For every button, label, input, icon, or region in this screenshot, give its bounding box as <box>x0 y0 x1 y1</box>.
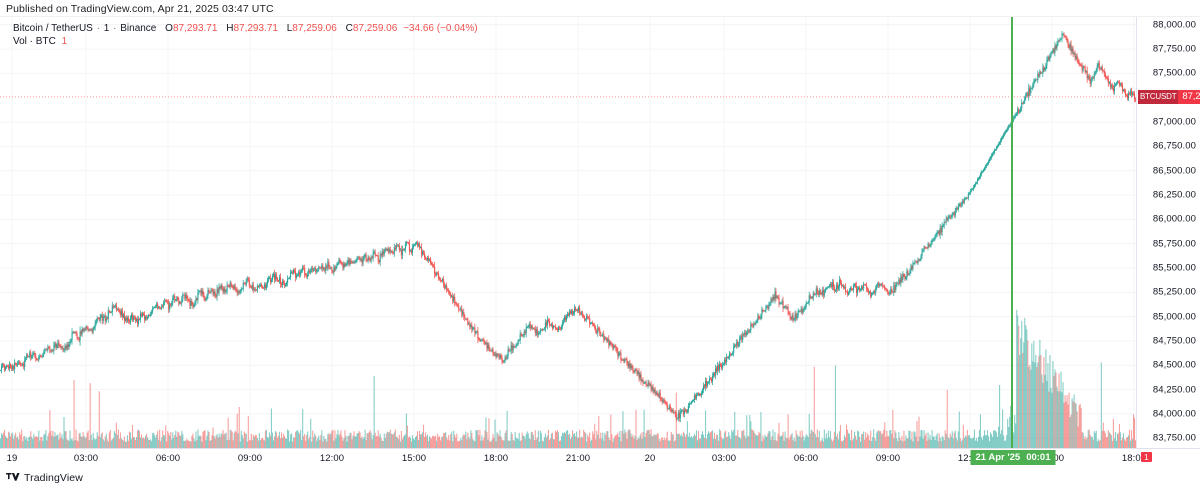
footer-bar: TradingView <box>0 468 1200 489</box>
chart-plot-area[interactable] <box>0 17 1136 448</box>
time-tick-label: 15:00 <box>401 453 427 464</box>
price-tick-label: 85,750.00 <box>1152 238 1196 250</box>
price-tick-label: 84,250.00 <box>1152 384 1196 396</box>
price-tick-label: 85,000.00 <box>1152 311 1196 323</box>
price-badge-value: 87,259.06 <box>1178 89 1200 104</box>
price-axis[interactable]: 88,000.00 87,750.00 87,500.00 87,000.00 86,7… <box>1136 17 1200 462</box>
price-tick-label: 86,750.00 <box>1152 140 1196 152</box>
volume-value-badge: 1 <box>1141 452 1152 462</box>
chart-legend: Bitcoin / TetherUS · 1 · Binance O87,293… <box>13 22 478 48</box>
time-tick-label: 20 <box>644 453 656 464</box>
legend-open-key: O <box>165 23 173 34</box>
price-tick-label: 87,000.00 <box>1152 116 1196 128</box>
legend-change: −34.66 (−0.04%) <box>403 23 478 34</box>
legend-row-volume[interactable]: Vol · BTC 1 <box>13 35 478 48</box>
current-price-badge[interactable]: BTCUSDT 87,259.06 <box>1138 89 1200 104</box>
price-tick-label: 84,750.00 <box>1152 335 1196 347</box>
price-tick-label: 85,250.00 <box>1152 286 1196 298</box>
time-tick-label: 03:00 <box>73 453 99 464</box>
legend-high-key: H <box>226 23 234 34</box>
time-tick-label: 12:00 <box>958 453 982 464</box>
tradingview-mark-icon <box>6 473 20 481</box>
legend-interval[interactable]: 1 <box>103 23 110 34</box>
price-tick-label: 84,000.00 <box>1152 408 1196 420</box>
time-tick-label: 12:00 <box>319 453 345 464</box>
vertical-gridlines <box>11 17 1135 448</box>
legend-symbol[interactable]: Bitcoin / TetherUS <box>13 23 93 34</box>
price-tick-label: 87,750.00 <box>1152 43 1196 55</box>
legend-high-value: 87,293.71 <box>233 23 278 34</box>
time-marker-label: 21 Apr '25 00:01 <box>970 450 1056 465</box>
price-tick-label: 84,500.00 <box>1152 359 1196 371</box>
volume-histogram <box>0 309 1136 448</box>
time-marker-time: 00:01 <box>1026 452 1051 463</box>
price-tick-label: 87,500.00 <box>1152 67 1196 79</box>
price-tick-label: 86,250.00 <box>1152 189 1196 201</box>
volume-bar-group <box>0 309 1136 448</box>
candle-group <box>0 31 1136 423</box>
legend-open-value: 87,293.71 <box>172 23 218 34</box>
time-tick-label: 18:00 <box>1121 453 1147 464</box>
published-text: Published on TradingView.com, Apr 21, 20… <box>6 3 274 15</box>
time-tick-label: 19 <box>6 453 18 464</box>
price-tick-label: 88,000.00 <box>1152 19 1196 31</box>
price-tick-label: 83,750.00 <box>1152 432 1196 444</box>
legend-volume-label[interactable]: Vol · BTC <box>13 36 56 47</box>
candlestick-series <box>0 31 1136 423</box>
price-tick-label: 86,000.00 <box>1152 213 1196 225</box>
time-tick-label: 18:00 <box>483 453 509 464</box>
legend-close-value: 87,259.06 <box>352 23 398 34</box>
legend-close-key: C <box>345 23 353 34</box>
time-tick-label: 09:00 <box>875 453 901 464</box>
time-tick-label: 06:00 <box>155 453 181 464</box>
time-tick-label: 21:00 <box>565 453 591 464</box>
legend-separator-2: · <box>113 23 117 34</box>
price-badge-symbol: BTCUSDT <box>1138 89 1179 104</box>
legend-low-key: L <box>286 23 293 34</box>
time-marker-date: 21 Apr '25 <box>975 452 1021 463</box>
price-tick-label: 85,500.00 <box>1152 262 1196 274</box>
published-bar: Published on TradingView.com, Apr 21, 20… <box>0 0 1200 17</box>
legend-separator-1: · <box>96 23 100 34</box>
legend-row-symbol[interactable]: Bitcoin / TetherUS · 1 · Binance O87,293… <box>13 22 478 35</box>
time-axis[interactable]: 19 03:00 06:00 09:00 12:00 15:00 18:00 21:00 20 0… <box>0 448 1200 468</box>
price-tick-label: 86,500.00 <box>1152 165 1196 177</box>
tradingview-logo[interactable]: TradingView <box>6 472 83 484</box>
legend-exchange[interactable]: Binance <box>120 23 157 34</box>
time-tick-label: 06:00 <box>793 453 819 464</box>
time-tick-label: 09:00 <box>237 453 263 464</box>
time-tick-label: 03:00 <box>711 453 737 464</box>
horizontal-gridlines <box>0 24 1136 439</box>
tradingview-wordmark: TradingView <box>24 472 83 484</box>
chart-canvas[interactable] <box>0 17 1136 448</box>
legend-volume-value: 1 <box>61 36 68 47</box>
legend-low-value: 87,259.06 <box>292 23 337 34</box>
